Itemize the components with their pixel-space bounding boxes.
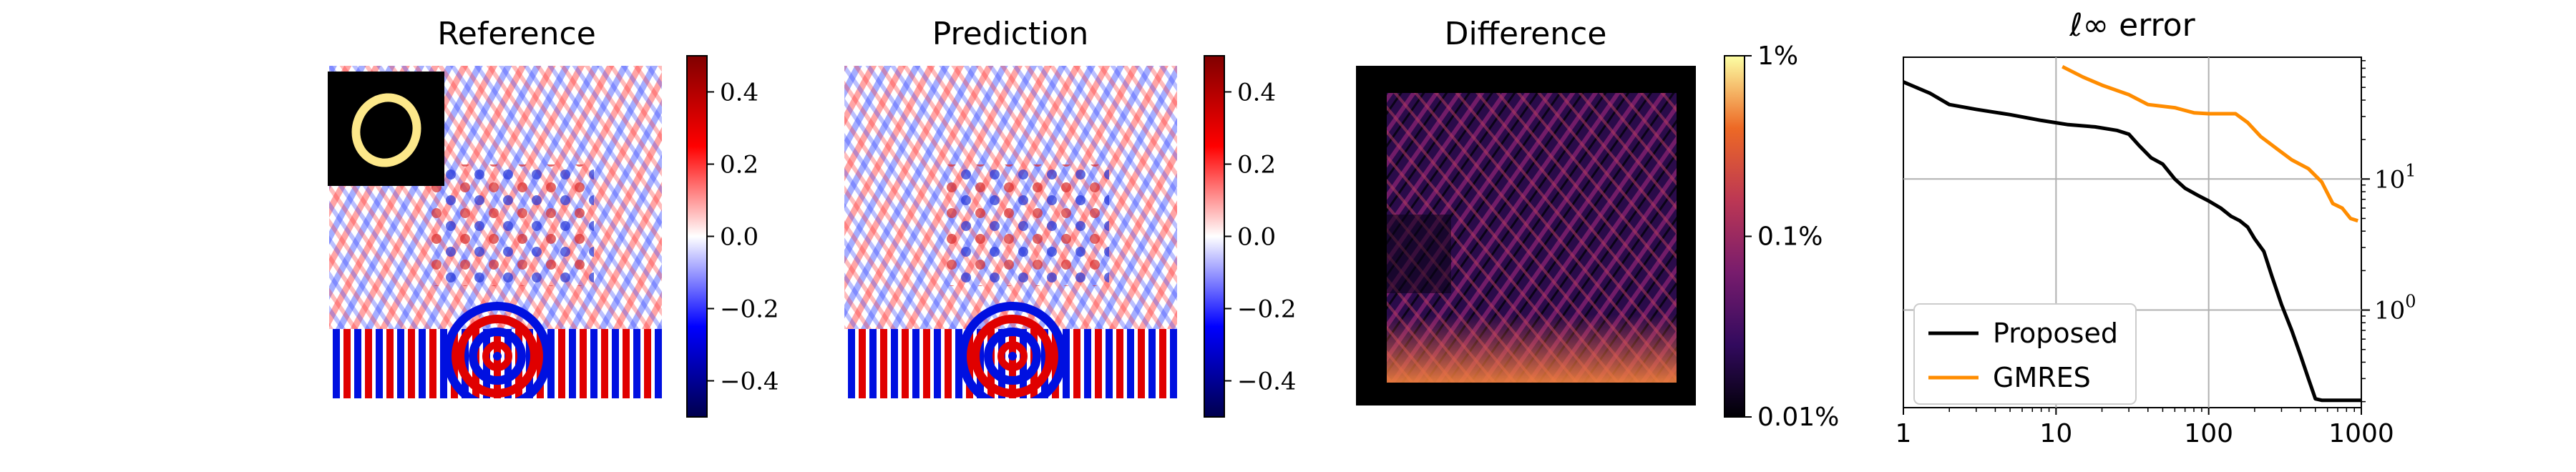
- reference-title: Reference: [437, 16, 596, 52]
- colorbar-tick-label: 0.2: [1237, 151, 1276, 180]
- difference-field: [1356, 66, 1696, 405]
- colorbar-tick-label: 0.4: [720, 79, 758, 107]
- y-tick-label: 100: [2374, 292, 2416, 325]
- colorbar-tick-label: −0.4: [1237, 368, 1297, 396]
- x-tick-label: 1: [1896, 419, 1912, 448]
- prediction-field: [844, 66, 1177, 398]
- colorbar-tick-label: 1%: [1757, 41, 1798, 71]
- y-tick-label: 101: [2374, 160, 2416, 194]
- error-chart: 1 10 100 1000 101 100 Proposed GMRES: [1896, 56, 2416, 448]
- colorbar-tick-label: 0.4: [1237, 79, 1276, 107]
- colorbar-tick-label: 0.0: [1237, 223, 1276, 252]
- legend-label-gmres: GMRES: [1993, 362, 2091, 393]
- difference-colorbar: 1% 0.1% 0.01%: [1724, 41, 1839, 432]
- x-tick-label: 1000: [2328, 419, 2394, 448]
- reference-colorbar: 0.4 0.2 0.0 −0.2 −0.4: [686, 55, 779, 418]
- difference-title: Difference: [1445, 16, 1607, 52]
- colorbar-tick-label: 0.01%: [1757, 403, 1839, 432]
- series-line-gmres: [2062, 64, 2358, 223]
- colorbar-tick-label: −0.4: [720, 368, 779, 396]
- colorbar-tick-label: 0.1%: [1757, 222, 1823, 252]
- colorbar-tick-label: −0.2: [720, 295, 779, 324]
- chart-legend: Proposed GMRES: [1913, 303, 2137, 405]
- reference-inset: [328, 72, 444, 186]
- legend-label-proposed: Proposed: [1993, 318, 2118, 349]
- colorbar-tick-label: 0.2: [720, 151, 758, 180]
- prediction-colorbar: 0.4 0.2 0.0 −0.2 −0.4: [1204, 55, 1297, 418]
- prediction-title: Prediction: [932, 16, 1089, 52]
- colorbar-tick-label: −0.2: [1237, 295, 1297, 324]
- x-tick-label: 10: [2039, 419, 2072, 448]
- error-chart-title: ℓ∞ error: [2069, 7, 2195, 44]
- colorbar-tick-label: 0.0: [720, 223, 758, 252]
- series-line-proposed: [1903, 80, 2361, 403]
- x-tick-label: 100: [2184, 419, 2233, 448]
